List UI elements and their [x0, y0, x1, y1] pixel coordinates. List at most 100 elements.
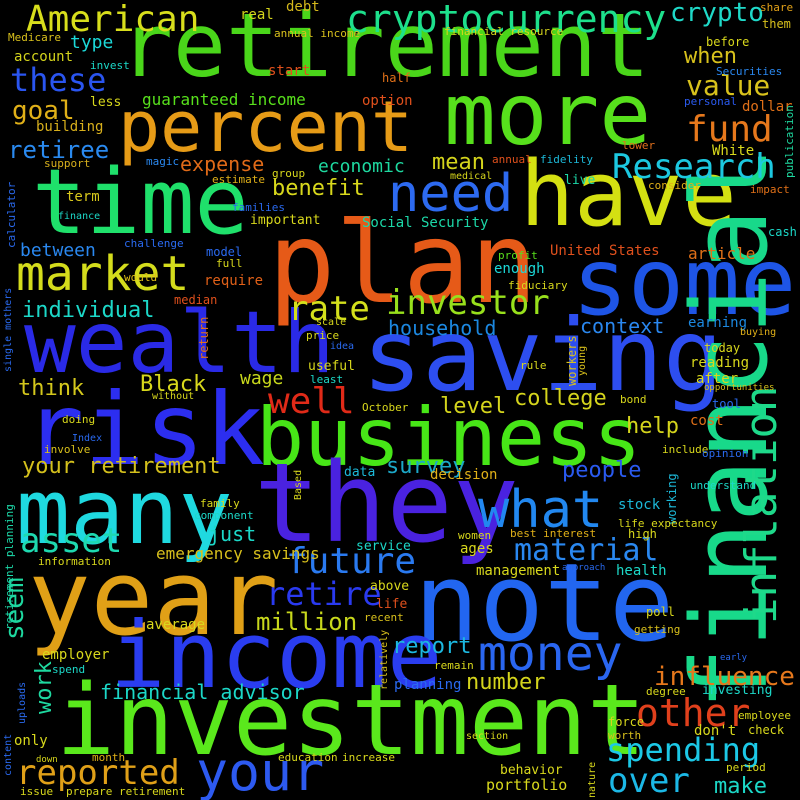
word-white: White — [712, 143, 755, 159]
word-wealth: wealth — [24, 293, 335, 393]
word-young: young — [577, 345, 588, 376]
word-service: service — [356, 539, 411, 554]
word-families: families — [232, 201, 285, 214]
word-influence: influence — [654, 662, 795, 692]
word-decision: decision — [430, 467, 498, 483]
word-high: high — [628, 527, 657, 541]
word-number: number — [466, 670, 546, 695]
word-without: without — [152, 391, 195, 402]
word-live: live — [564, 173, 596, 188]
word-value: value — [686, 69, 771, 102]
word-saving: saving — [362, 297, 724, 414]
word-life: life — [376, 597, 408, 612]
word-million: million — [256, 608, 358, 636]
word-degree: degree — [646, 685, 686, 698]
word-note: note — [414, 541, 675, 666]
word-buying: buying — [740, 327, 777, 338]
word-crypto: crypto — [670, 0, 764, 28]
word-they: they — [254, 439, 519, 567]
word-best-interest: best interest — [510, 527, 597, 540]
word-context: context — [580, 314, 665, 338]
word-earning: earning — [688, 315, 748, 331]
word-magic: magic — [146, 155, 180, 168]
word-plan: plan — [268, 199, 538, 329]
word-risk: risk — [24, 371, 265, 488]
word-spending: spending — [606, 731, 761, 769]
word-support: support — [44, 157, 91, 170]
word-rate: rate — [288, 289, 370, 329]
word-average: average — [146, 617, 206, 633]
word-investment: investment — [56, 664, 647, 778]
word-market: market — [16, 246, 190, 302]
word-annual: annual — [492, 153, 532, 166]
word-issue: issue — [20, 785, 54, 798]
word-survey: survey — [386, 454, 466, 479]
word-impact: impact — [750, 183, 790, 196]
word-emergency-savings: emergency savings — [156, 544, 320, 563]
word-opinion: opinion — [702, 447, 749, 460]
word-information: information — [38, 555, 111, 568]
word-individual: individual — [22, 298, 155, 323]
word-recent: recent — [364, 611, 404, 624]
word-health: health — [616, 563, 667, 579]
word-reading: reading — [690, 355, 750, 371]
word-social-security: Social Security — [362, 215, 489, 231]
word-less: less — [90, 95, 122, 110]
word-personal: personal — [684, 95, 737, 108]
word-household: household — [388, 316, 497, 340]
word-some: some — [572, 228, 797, 336]
word-college: college — [514, 386, 607, 411]
word-increase: increase — [342, 751, 395, 764]
word-spend: spend — [52, 663, 86, 676]
word-content: content — [3, 733, 14, 776]
word-price: price — [306, 329, 340, 342]
word-useful: useful — [308, 359, 355, 374]
word-expense: expense — [180, 152, 265, 176]
word-need: need — [388, 164, 514, 224]
word-financial-advisor: financial advisor — [100, 680, 305, 704]
word-help: help — [626, 414, 679, 439]
word-guaranteed-income: guaranteed income — [142, 90, 306, 109]
word-annual-income: annual income — [274, 27, 361, 40]
word-involve: involve — [44, 443, 91, 456]
word-planning: planning — [394, 677, 462, 693]
word-research: Research — [612, 147, 776, 187]
word-inflation: inflation — [736, 385, 787, 624]
word-model: model — [206, 245, 243, 259]
word-start: start — [268, 63, 311, 79]
word-account: account — [14, 49, 74, 65]
word-scale: scale — [316, 317, 347, 328]
word-retirement: retirement — [120, 0, 650, 97]
word-american: American — [26, 0, 200, 40]
word-stock: stock — [618, 497, 661, 513]
word-percent: percent — [118, 86, 414, 168]
word-employee: employee — [738, 709, 791, 722]
word-behavior: behavior — [500, 763, 563, 778]
word-other: other — [636, 691, 751, 735]
word-dont: don't — [694, 723, 737, 739]
word-single-mothers: single mothers — [3, 287, 14, 372]
word-include: include — [662, 443, 709, 456]
word-more: more — [444, 65, 652, 165]
word-united-states: United States — [550, 243, 660, 259]
word-median: median — [174, 293, 218, 307]
word-education: education — [278, 751, 338, 764]
word-make: make — [714, 774, 767, 799]
word-real: real — [240, 7, 274, 23]
word-debt: debt — [286, 0, 320, 15]
word-investing: investing — [702, 683, 773, 698]
word-above: above — [370, 579, 410, 594]
word-family: family — [200, 497, 240, 510]
word-invest: invest — [90, 59, 130, 72]
word-future: future — [286, 541, 417, 582]
word-retiree: retiree — [8, 136, 110, 164]
word-management: management — [476, 563, 561, 579]
word-today: today — [704, 341, 741, 355]
word-material: material — [514, 533, 659, 568]
word-consider: consider — [648, 179, 701, 192]
word-require: require — [204, 273, 264, 289]
word-them: them — [762, 17, 791, 31]
word-these: these — [10, 61, 107, 99]
word-finance: finance — [58, 211, 101, 222]
word-investor: investor — [386, 283, 550, 323]
